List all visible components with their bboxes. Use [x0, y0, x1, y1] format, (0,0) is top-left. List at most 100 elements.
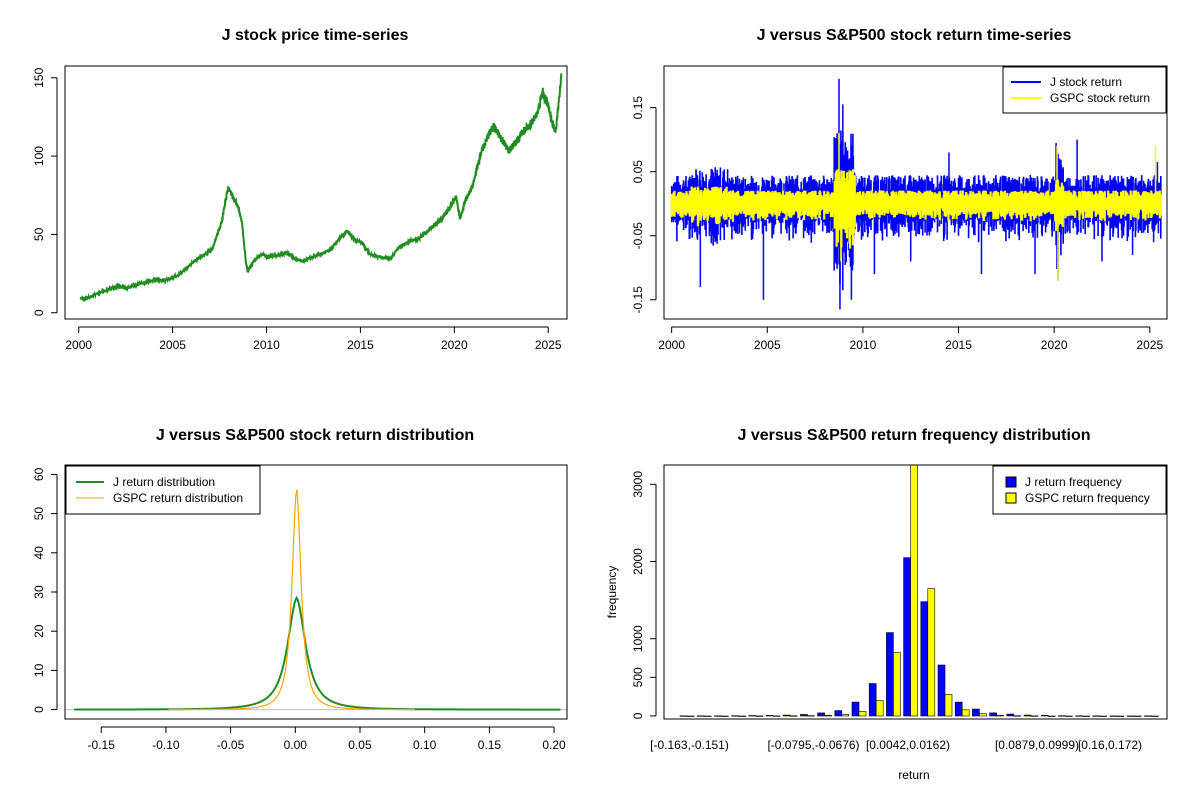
p4-j-bar: [920, 601, 929, 717]
p4-xtick-label: [0.0042,0.0162): [866, 738, 950, 752]
p2-title: J versus S&P500 stock return time-series: [757, 27, 1072, 44]
p3-ytick-label: 40: [32, 546, 46, 560]
p3-legend-label-j: J return distribution: [113, 475, 215, 489]
p3-ytick-label: 10: [32, 663, 46, 677]
p2-gspc-return-band: [670, 169, 1162, 249]
p3-xtick-label: -0.10: [152, 738, 180, 752]
p4-gspc-bar: [686, 715, 695, 717]
p2-xtick-label: 2000: [658, 338, 685, 352]
p4-gspc-bar: [910, 464, 918, 717]
p4-gspc-bar: [979, 713, 987, 717]
p1-xtick-label: 2005: [159, 338, 186, 352]
p4-gspc-bar: [789, 715, 798, 717]
p1-ytick-label: 100: [32, 146, 46, 166]
p2-frame: [663, 65, 1168, 320]
p1-plot-area: 2000 2005 2010 2015 2020 2025 0 50 100 150: [32, 67, 563, 352]
p1-xtick-label: 2000: [65, 338, 92, 352]
p3-legend-box: [65, 465, 261, 515]
p4-j-bar: [765, 715, 774, 717]
p2-legend-box: [1002, 66, 1167, 114]
p3-xtick-label: -0.05: [217, 738, 245, 752]
p4-xlabel: return: [898, 768, 929, 782]
p4-j-bar: [679, 715, 688, 717]
p4-gspc-bar: [738, 715, 746, 717]
p4-gspc-bar: [1030, 715, 1039, 717]
p4-j-bar: [731, 715, 739, 717]
p4-j-bar: [1126, 715, 1135, 717]
p3-xtick-label: 0.20: [542, 738, 566, 752]
p4-j-bar: [1109, 715, 1118, 717]
p1-frame: [64, 65, 568, 320]
p4-plot-area: [-0.163,-0.151) [-0.0795,-0.0676) [0.0042,…: [631, 464, 1159, 752]
p4-j-bar: [696, 715, 705, 717]
p4-gspc-bar: [1133, 715, 1142, 717]
p4-j-bar: [989, 712, 997, 717]
p4-legend-key-gspc: [1005, 492, 1017, 504]
p4-j-bar: [1023, 714, 1032, 717]
p2-ytick-label: -0.15: [631, 286, 645, 314]
p2-xtick-label: 2010: [850, 338, 877, 352]
p3-xtick-label: -0.15: [88, 738, 116, 752]
p4-gspc-bar: [841, 714, 850, 717]
p4-legend-key-j: [1005, 476, 1017, 488]
p2-ytick-label: 0.15: [631, 96, 645, 120]
p1-xtick-label: 2025: [535, 338, 562, 352]
p3-legend-label-gspc: GSPC return distribution: [113, 491, 243, 505]
p1-ytick-label: 0: [32, 309, 46, 316]
p4-title: J versus S&P500 return frequency distrib…: [738, 427, 1091, 444]
p4-ytick-label: 2000: [631, 548, 645, 575]
p3-ytick-label: 20: [32, 624, 46, 638]
p4-j-bar: [1075, 715, 1083, 717]
p4-j-bar: [1040, 715, 1049, 717]
p4-legend-label-j: J return frequency: [1025, 475, 1122, 489]
p1-ytick-label: 50: [32, 227, 46, 241]
p3-legend: J return distribution GSPC return distri…: [65, 465, 261, 515]
p4-legend-box: [992, 465, 1167, 515]
p4-gspc-bar: [961, 709, 970, 717]
p4-j-bar: [782, 714, 791, 717]
p4-frame: [663, 464, 1168, 720]
p4-gspc-bar: [858, 711, 867, 717]
p4-j-bar: [868, 683, 877, 717]
p4-j-bar: [748, 715, 757, 717]
p2-legend-label-j: J stock return: [1050, 75, 1122, 89]
p1-xtick-label: 2020: [441, 338, 468, 352]
p4-j-bar: [1144, 715, 1152, 717]
p4-j-bar: [817, 712, 825, 717]
p4-xtick-label: [0.0879,0.0999): [995, 738, 1079, 752]
p3-ytick-label: 0: [32, 706, 46, 713]
p4-gspc-bar: [1151, 715, 1159, 717]
p3-plot-area: -0.15 -0.10 -0.05 0.00 0.05 0.10 0.15 0.20 0 10 20…: [32, 467, 567, 752]
p4-ytick-label: 1000: [631, 625, 645, 652]
p4-gspc-bar: [755, 715, 764, 717]
p2-ytick-label: 0.05: [631, 160, 645, 184]
p4-j-bar: [972, 708, 980, 717]
p1-xtick-label: 2010: [253, 338, 280, 352]
p4-xtick-label: [-0.163,-0.151): [650, 738, 729, 752]
p4-gspc-bar: [893, 652, 901, 717]
p3-xtick-label: 0.15: [478, 738, 502, 752]
p4-gspc-bar: [824, 714, 832, 717]
p4-j-bar: [714, 715, 722, 717]
p2-xtick-label: 2020: [1041, 338, 1068, 352]
p4-gspc-bar: [1047, 715, 1056, 717]
p2-legend: J stock return GSPC stock return: [1002, 66, 1167, 114]
p4-j-bar: [937, 664, 946, 717]
p4-j-bar: [800, 714, 808, 717]
p4-j-bar: [851, 701, 860, 717]
p4-j-bar: [834, 710, 843, 717]
p3-ytick-label: 30: [32, 585, 46, 599]
p2-xtick-label: 2025: [1136, 338, 1163, 352]
p4-j-bar: [886, 632, 894, 717]
p3-xtick-label: 0.00: [284, 738, 308, 752]
p4-ytick-label: 0: [631, 712, 645, 719]
p4-xtick-label: [-0.0795,-0.0676): [767, 738, 859, 752]
p4-gspc-bar: [927, 588, 936, 717]
p4-j-bar: [1006, 713, 1015, 717]
p4-j-bar: [954, 701, 963, 717]
p4-gspc-bar: [807, 715, 815, 717]
p4-j-bar: [903, 557, 911, 717]
p2-xtick-label: 2015: [945, 338, 972, 352]
